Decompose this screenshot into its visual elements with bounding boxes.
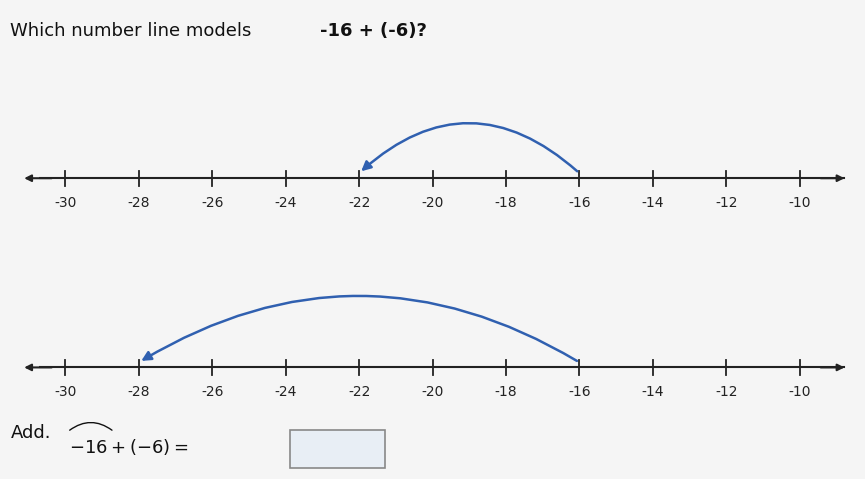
Text: -10: -10 xyxy=(788,196,811,210)
Text: -16 + (-6)?: -16 + (-6)? xyxy=(320,22,427,40)
Text: -28: -28 xyxy=(128,196,151,210)
Text: -28: -28 xyxy=(128,385,151,399)
Text: -26: -26 xyxy=(201,196,223,210)
Text: -22: -22 xyxy=(348,196,370,210)
Bar xyxy=(290,430,385,468)
Text: -14: -14 xyxy=(642,385,664,399)
Text: -30: -30 xyxy=(54,196,77,210)
Text: Which number line models: Which number line models xyxy=(10,22,258,40)
Text: -22: -22 xyxy=(348,385,370,399)
Text: -12: -12 xyxy=(714,196,737,210)
Text: -10: -10 xyxy=(788,385,811,399)
Text: -26: -26 xyxy=(201,385,223,399)
Text: -24: -24 xyxy=(274,385,297,399)
Text: -18: -18 xyxy=(495,385,517,399)
Text: -20: -20 xyxy=(421,196,444,210)
Text: $\mathsf{-16 + (-6) =}$: $\mathsf{-16 + (-6) =}$ xyxy=(69,437,189,457)
Text: -16: -16 xyxy=(568,196,591,210)
Text: -14: -14 xyxy=(642,196,664,210)
Text: Add.: Add. xyxy=(10,424,51,442)
Text: -12: -12 xyxy=(714,385,737,399)
Text: -20: -20 xyxy=(421,385,444,399)
Text: -24: -24 xyxy=(274,196,297,210)
Text: -16: -16 xyxy=(568,385,591,399)
Text: -30: -30 xyxy=(54,385,77,399)
Text: -18: -18 xyxy=(495,196,517,210)
FancyArrowPatch shape xyxy=(70,422,112,430)
